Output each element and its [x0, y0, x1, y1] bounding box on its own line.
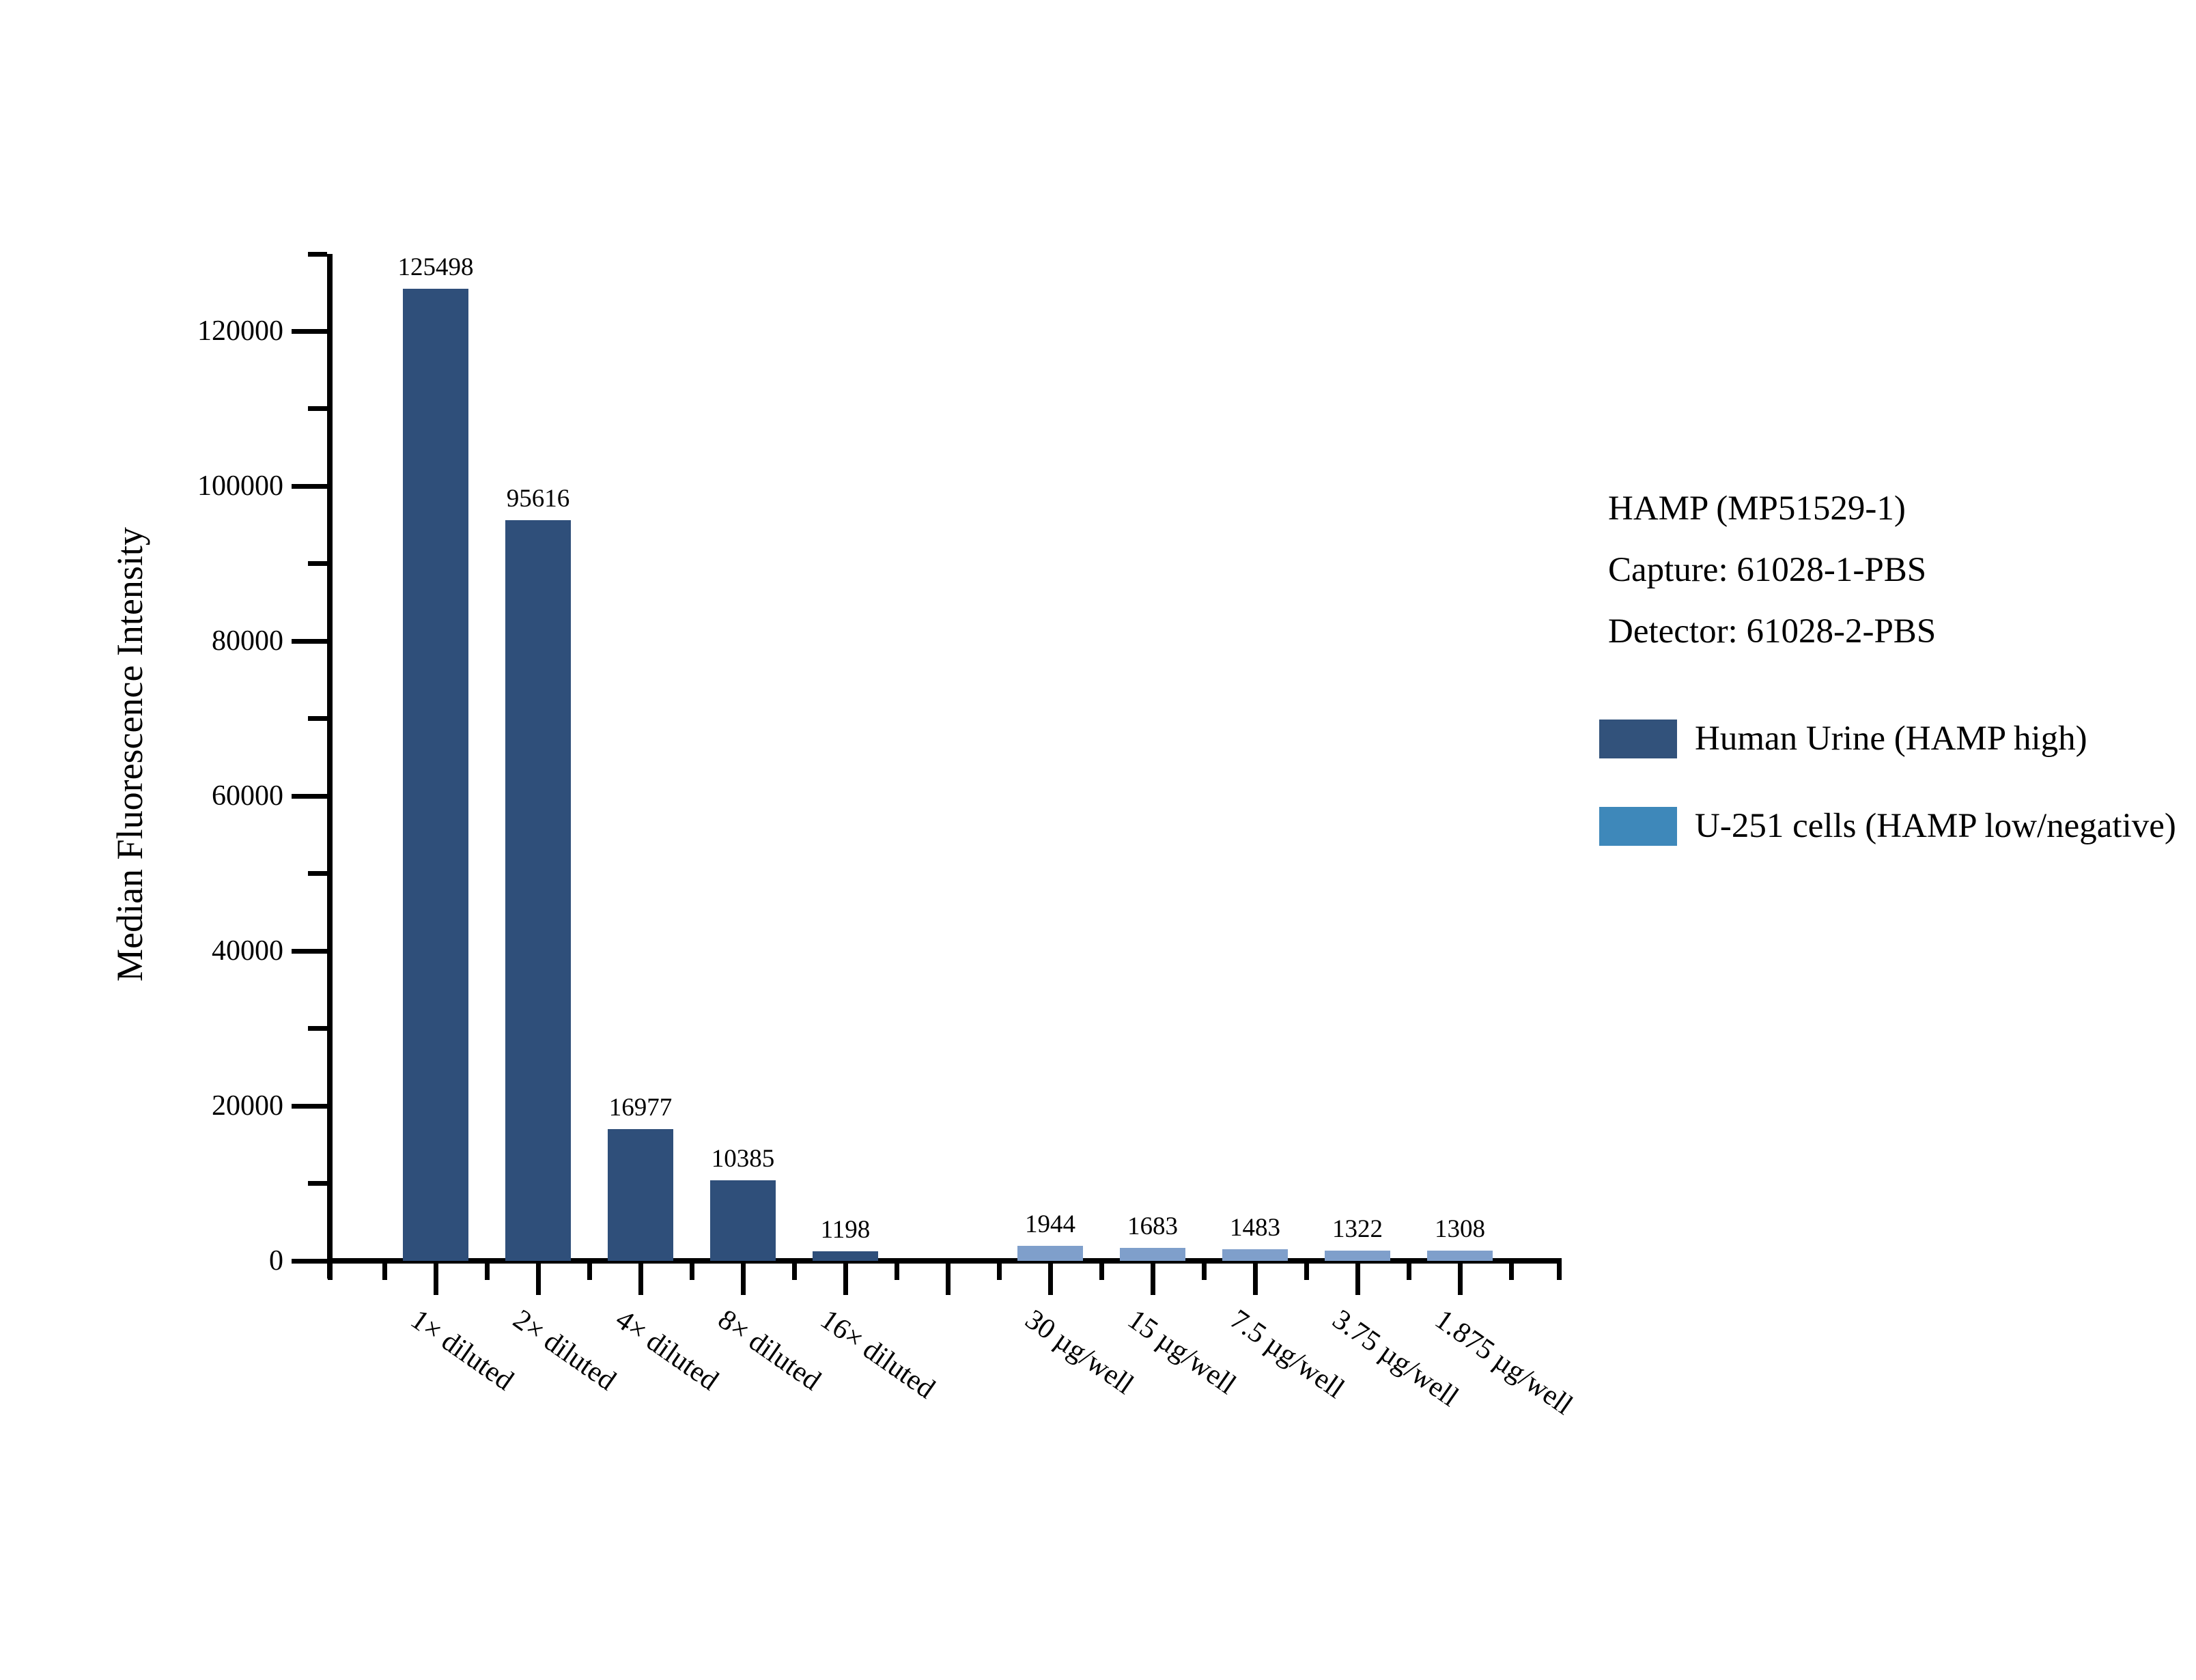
y-tick-label: 40000 — [212, 935, 283, 967]
y-tick-label: 20000 — [212, 1090, 283, 1122]
legend-item-human-urine: Human Urine (HAMP high) — [1599, 719, 2087, 758]
plot-area: 0 20000 40000 60000 80000 100000 120000 1× dilu… — [197, 251, 1578, 1421]
y-axis-line — [327, 254, 333, 1279]
bar-value-label: 1322 — [1332, 1215, 1383, 1244]
y-tick-minor — [308, 716, 327, 722]
x-tick-major — [1457, 1264, 1463, 1295]
x-tick-label: 8× diluted — [712, 1303, 827, 1397]
x-tick-label: 2× diluted — [507, 1303, 622, 1397]
y-tick-label: 0 — [269, 1245, 283, 1277]
x-tick-major — [1047, 1264, 1053, 1295]
x-axis-line — [327, 1258, 1562, 1264]
y-tick-major — [292, 793, 327, 799]
x-tick-major — [535, 1264, 541, 1295]
annotation-line-1: HAMP (MP51529-1) — [1608, 489, 1906, 528]
bar-value-label: 125498 — [397, 253, 474, 282]
x-tick-minor — [1508, 1264, 1514, 1280]
y-tick-minor — [308, 1026, 327, 1031]
x-tick-label: 1× diluted — [405, 1303, 520, 1397]
y-tick-major — [292, 948, 327, 954]
x-tick-minor — [382, 1264, 387, 1280]
x-tick-minor — [791, 1264, 797, 1280]
x-tick-minor — [484, 1264, 490, 1280]
x-tick-minor — [894, 1264, 899, 1280]
x-tick-major — [1252, 1264, 1258, 1295]
x-tick-label: 30 µg/well — [1019, 1303, 1140, 1401]
x-tick-minor — [587, 1264, 592, 1280]
legend-swatch-human-urine — [1599, 719, 1677, 758]
bar — [1222, 1249, 1288, 1261]
legend-item-u251-cells: U-251 cells (HAMP low/negative) — [1599, 806, 2176, 846]
y-tick-major — [292, 328, 327, 334]
x-tick-minor — [1556, 1264, 1562, 1280]
x-tick-minor — [327, 1264, 333, 1280]
bar — [505, 520, 571, 1261]
bar — [608, 1129, 673, 1261]
bar — [1325, 1251, 1390, 1261]
bar-value-label: 1198 — [820, 1216, 871, 1244]
y-tick-minor — [308, 871, 327, 877]
y-tick-major — [292, 638, 327, 644]
x-tick-label: 7.5 µg/well — [1224, 1303, 1350, 1405]
y-tick-major — [292, 1258, 327, 1264]
legend-label-human-urine: Human Urine (HAMP high) — [1695, 720, 2087, 758]
x-tick-minor — [996, 1264, 1002, 1280]
x-tick-minor — [1099, 1264, 1104, 1280]
bar — [813, 1251, 878, 1261]
x-tick-major — [843, 1264, 848, 1295]
y-tick-label: 100000 — [197, 470, 283, 502]
bar-value-label: 1683 — [1127, 1212, 1178, 1240]
x-tick-minor — [1304, 1264, 1309, 1280]
x-tick-major — [945, 1264, 951, 1295]
x-tick-label: 15 µg/well — [1122, 1303, 1242, 1401]
bar-value-label: 1308 — [1435, 1215, 1485, 1244]
legend-swatch-u251-cells — [1599, 806, 1677, 846]
x-tick-major — [740, 1264, 746, 1295]
bar — [1120, 1247, 1185, 1261]
x-tick-minor — [689, 1264, 694, 1280]
y-tick-major — [292, 1103, 327, 1109]
bar — [403, 289, 468, 1261]
y-tick-minor — [308, 561, 327, 567]
bar-value-label: 1944 — [1025, 1210, 1075, 1238]
x-tick-major — [433, 1264, 438, 1295]
y-tick-major — [292, 483, 327, 489]
bar — [1017, 1245, 1083, 1261]
annotation-line-2: Capture: 61028-1-PBS — [1608, 551, 1927, 589]
bar — [1427, 1251, 1493, 1261]
x-tick-minor — [1201, 1264, 1207, 1280]
annotation-line-3: Detector: 61028-2-PBS — [1608, 612, 1937, 651]
x-tick-label: 16× diluted — [815, 1303, 941, 1406]
x-tick-major — [1355, 1264, 1360, 1295]
y-tick-label: 120000 — [197, 315, 283, 347]
bar-value-label: 10385 — [711, 1145, 775, 1173]
legend-label-u251-cells: U-251 cells (HAMP low/negative) — [1695, 807, 2176, 845]
bar-value-label: 16977 — [608, 1094, 673, 1122]
x-tick-major — [1150, 1264, 1155, 1295]
y-tick-label: 80000 — [212, 625, 283, 657]
annotation-block: HAMP (MP51529-1) Capture: 61028-1-PBS De… — [1608, 478, 1936, 662]
y-tick-minor — [308, 1181, 327, 1186]
x-tick-major — [638, 1264, 643, 1295]
y-tick-minor — [308, 406, 327, 412]
x-tick-minor — [1406, 1264, 1411, 1280]
x-tick-label: 4× diluted — [610, 1303, 724, 1397]
y-tick-label: 60000 — [212, 780, 283, 812]
y-axis-title: Median Fluorescence Intensity — [109, 527, 150, 982]
y-tick-minor — [308, 251, 327, 257]
bar-value-label: 1483 — [1230, 1214, 1280, 1242]
bar-value-label: 95616 — [506, 485, 570, 513]
bar — [710, 1180, 776, 1261]
